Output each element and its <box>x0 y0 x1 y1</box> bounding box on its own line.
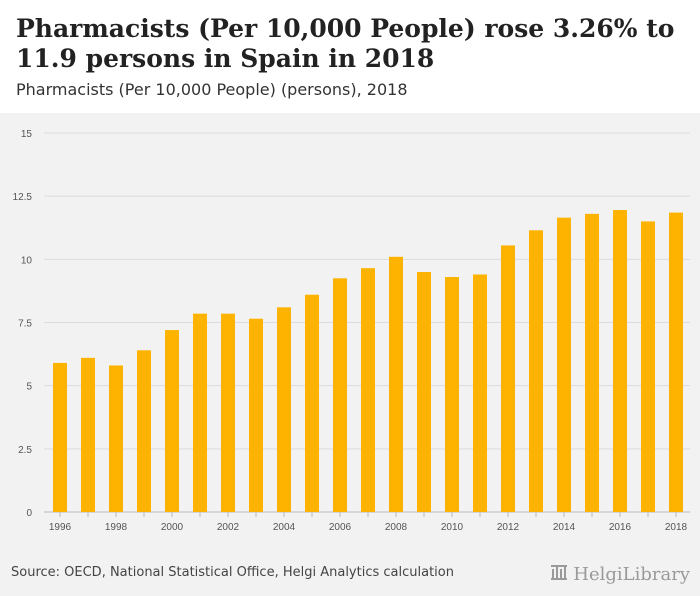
y-tick-label: 0 <box>26 508 32 519</box>
x-tick-label: 2000 <box>161 522 184 533</box>
bar-2004 <box>277 307 291 512</box>
bar-2001 <box>193 313 207 512</box>
bar-2005 <box>305 294 319 512</box>
y-tick-label: 12.5 <box>13 192 33 203</box>
bar-2018 <box>669 212 683 512</box>
chart-subtitle: Pharmacists (Per 10,000 People) (persons… <box>16 80 408 99</box>
bar-2010 <box>445 277 459 512</box>
bar-2009 <box>417 271 431 512</box>
x-axis-ticks: 1996 1998 2000 2002 2004 2006 2008 2010 2012 2014… <box>49 512 688 533</box>
bar-2002 <box>221 313 235 512</box>
y-axis-ticks: 0 2.5 5 7.5 10 12.5 15 <box>13 129 33 519</box>
y-tick-label: 5 <box>26 382 32 393</box>
y-tick-label: 7.5 <box>18 319 32 330</box>
helgi-library-logo[interactable]: HelgiLibrary <box>549 561 690 587</box>
bar-2016 <box>613 210 627 512</box>
source-note: Source: OECD, National Statistical Offic… <box>11 565 454 580</box>
y-tick-label: 10 <box>21 255 33 266</box>
x-tick-label: 2018 <box>665 522 688 533</box>
x-tick-label: 2016 <box>609 522 632 533</box>
x-tick-label: 1998 <box>105 522 128 533</box>
bar-1998 <box>109 365 123 512</box>
bar-2017 <box>641 221 655 512</box>
bars <box>53 210 683 513</box>
x-tick-label: 2008 <box>385 522 408 533</box>
bar-2007 <box>361 268 375 512</box>
bar-1999 <box>137 350 151 512</box>
chart-footer: Source: OECD, National Statistical Offic… <box>0 553 700 596</box>
bar-1996 <box>53 362 67 512</box>
bar-2014 <box>557 217 571 512</box>
x-tick-label: 2010 <box>441 522 464 533</box>
bar-2006 <box>333 278 347 512</box>
x-tick-label: 2012 <box>497 522 520 533</box>
bar-2015 <box>585 213 599 512</box>
bar-2013 <box>529 230 543 512</box>
bar-2008 <box>389 256 403 512</box>
library-building-icon <box>549 562 569 587</box>
x-tick-label: 2002 <box>217 522 240 533</box>
bar-chart: 0 2.5 5 7.5 10 12.5 15 1996 1998 2000 2002 2004 200… <box>13 129 690 533</box>
x-tick-label: 2006 <box>329 522 352 533</box>
x-tick-label: 2014 <box>553 522 576 533</box>
bar-2011 <box>473 274 487 512</box>
x-tick-label: 2004 <box>273 522 296 533</box>
y-tick-label: 15 <box>21 129 33 140</box>
chart-title: Pharmacists (Per 10,000 People) rose 3.2… <box>16 14 675 73</box>
bar-1997 <box>81 357 95 512</box>
bar-2003 <box>249 318 263 512</box>
y-tick-label: 2.5 <box>18 445 32 456</box>
logo-text: HelgiLibrary <box>573 563 690 585</box>
bar-2000 <box>165 330 179 512</box>
bar-2012 <box>501 245 515 513</box>
x-tick-label: 1996 <box>49 522 72 533</box>
chart-header: Pharmacists (Per 10,000 People) rose 3.2… <box>0 0 700 113</box>
